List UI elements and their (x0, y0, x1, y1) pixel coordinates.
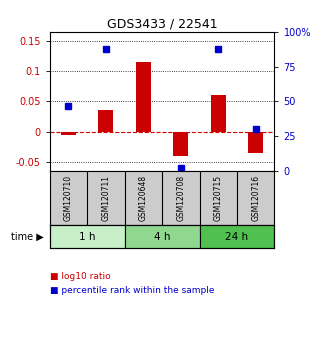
Text: GSM120708: GSM120708 (176, 175, 185, 221)
Text: 4 h: 4 h (154, 232, 170, 242)
Bar (61, 132, 76, 135)
Text: ■ percentile rank within the sample: ■ percentile rank within the sample (50, 286, 214, 295)
Title: GDS3433 / 22541: GDS3433 / 22541 (107, 18, 217, 31)
Bar (50, 225, 125, 248)
Text: GSM120715: GSM120715 (214, 175, 223, 221)
Text: ■ log10 ratio: ■ log10 ratio (50, 272, 110, 281)
Bar (200, 225, 274, 248)
Bar (136, 62, 151, 132)
Text: 1 h: 1 h (79, 232, 95, 242)
Bar (211, 95, 226, 132)
Text: GSM120710: GSM120710 (64, 175, 73, 221)
Bar (173, 132, 188, 156)
Text: GSM120648: GSM120648 (139, 175, 148, 221)
Bar (248, 132, 263, 153)
Text: 24 h: 24 h (225, 232, 248, 242)
Bar (99, 110, 113, 132)
Bar (125, 225, 200, 248)
Text: time ▶: time ▶ (11, 232, 43, 242)
Text: GSM120716: GSM120716 (251, 175, 260, 221)
Text: GSM120711: GSM120711 (101, 175, 110, 221)
